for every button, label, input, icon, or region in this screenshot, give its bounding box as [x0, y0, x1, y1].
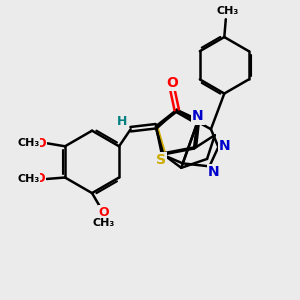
Text: CH₃: CH₃	[17, 174, 39, 184]
Text: N: N	[192, 110, 204, 123]
Text: O: O	[35, 137, 46, 150]
Text: N: N	[219, 139, 231, 152]
Text: CH₃: CH₃	[18, 138, 40, 148]
Text: N: N	[208, 165, 220, 179]
Text: O: O	[167, 76, 178, 89]
Text: O: O	[35, 172, 45, 185]
Text: O: O	[99, 206, 109, 219]
Text: CH₃: CH₃	[93, 218, 115, 228]
Text: CH₃: CH₃	[217, 6, 239, 16]
Text: H: H	[117, 115, 128, 128]
Text: S: S	[156, 153, 166, 167]
